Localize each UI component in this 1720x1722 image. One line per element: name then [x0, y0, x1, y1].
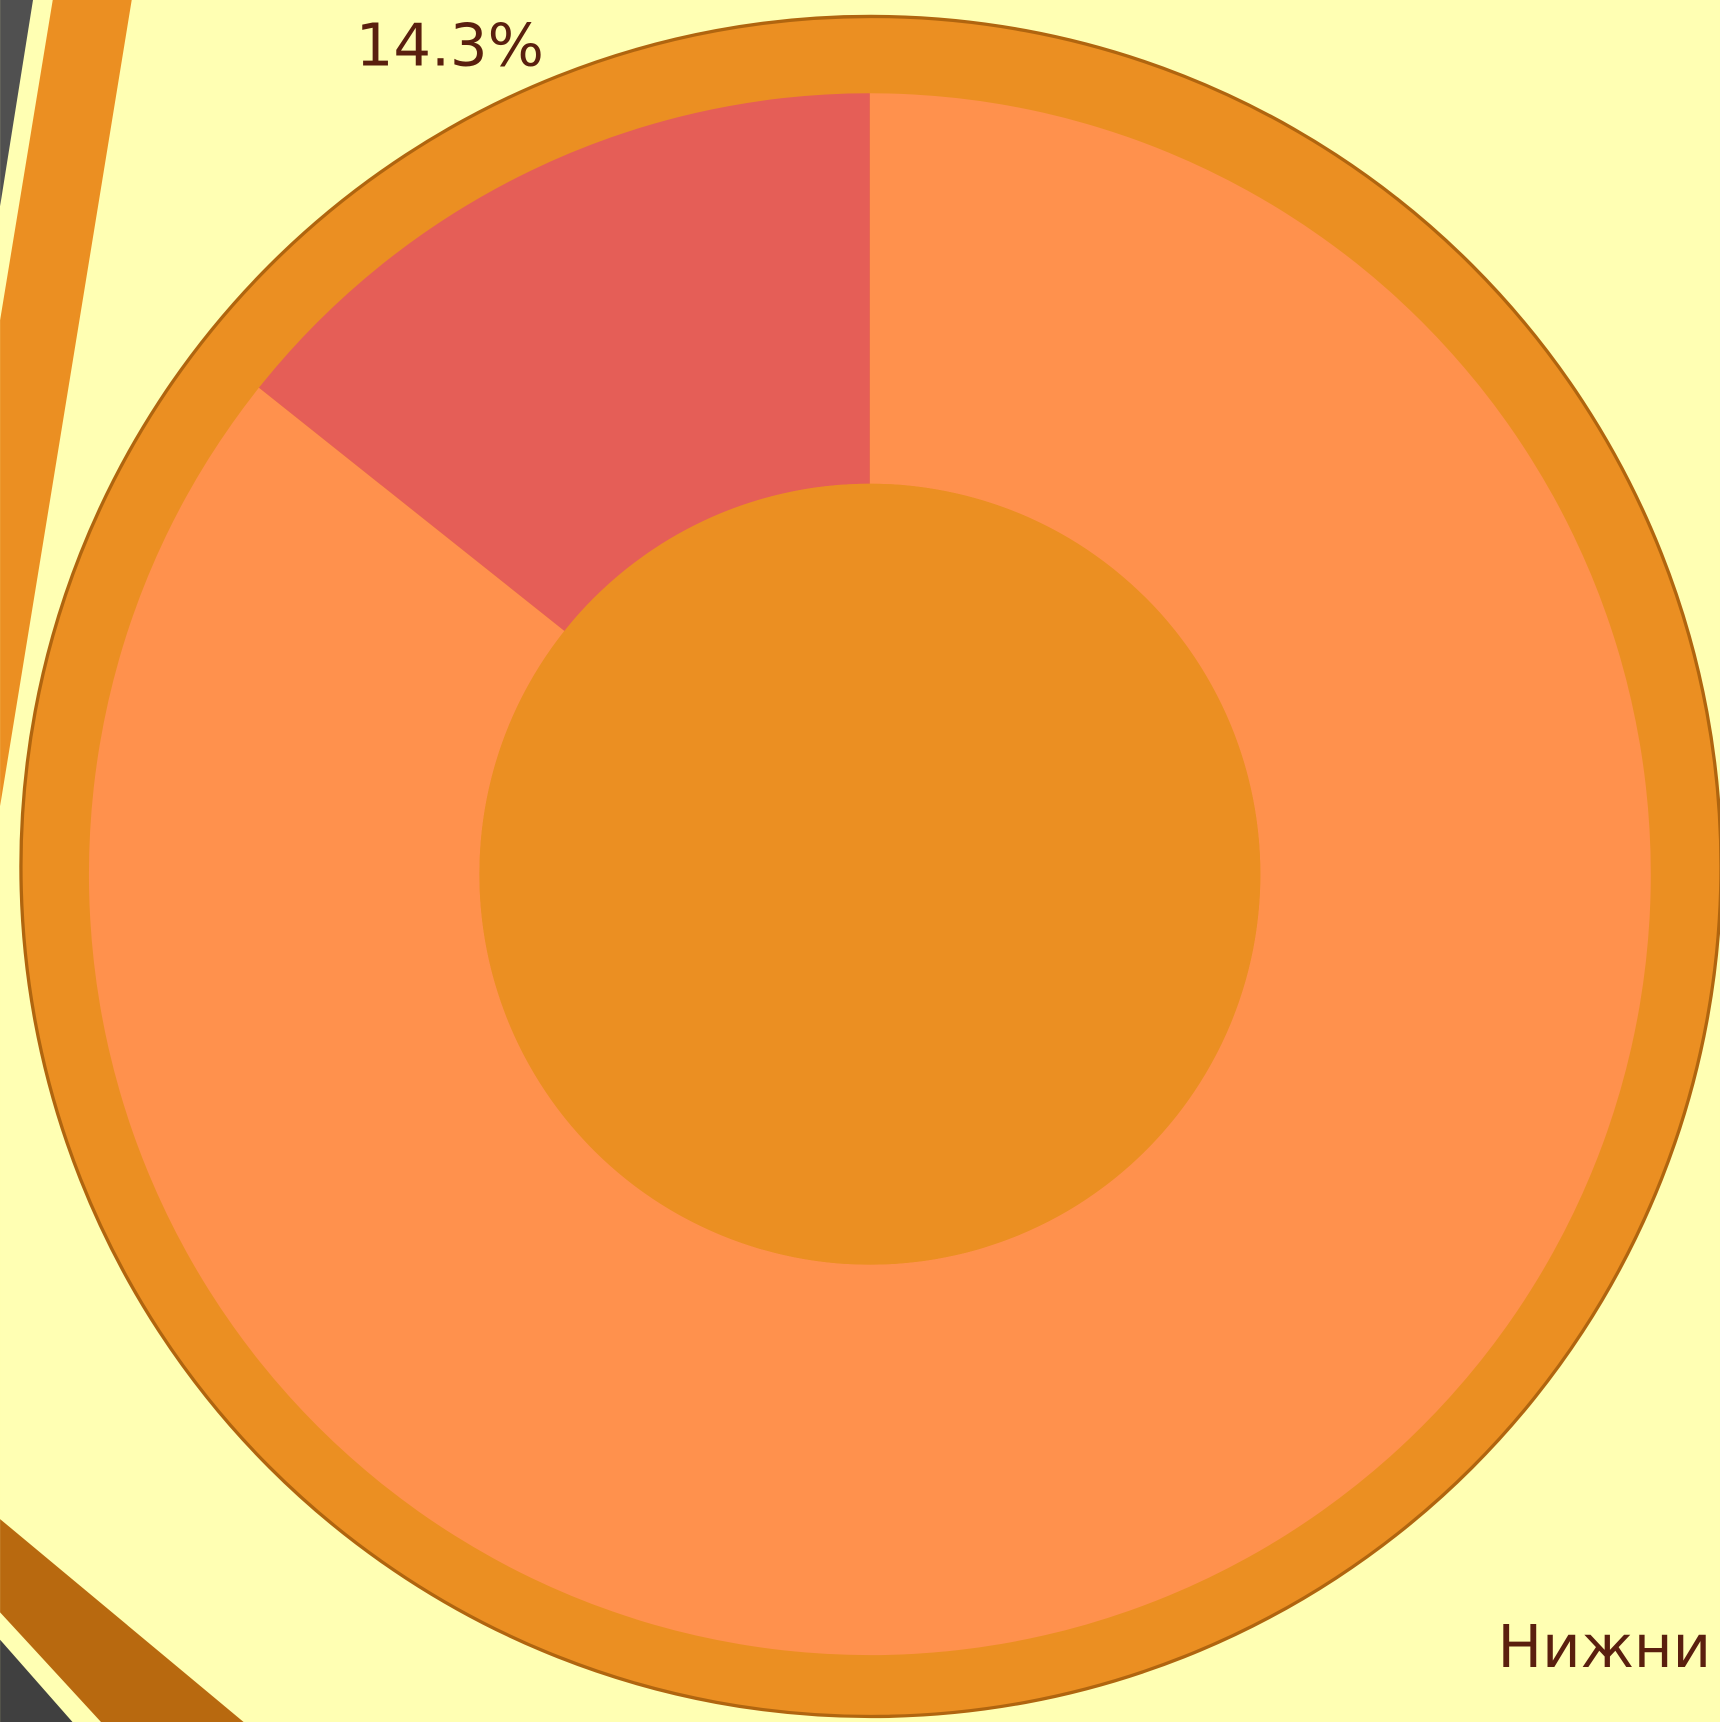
decor-stripe — [0, 0, 34, 207]
slices — [88, 93, 1651, 1656]
slice — [258, 93, 870, 631]
decor-stripe — [0, 0, 132, 807]
decor-stripe — [0, 1639, 73, 1722]
annotation: Нижни — [1498, 1612, 1712, 1681]
slice — [88, 93, 1651, 1656]
donut-hole — [479, 483, 1261, 1265]
slice-label: 14.3% — [356, 10, 544, 79]
